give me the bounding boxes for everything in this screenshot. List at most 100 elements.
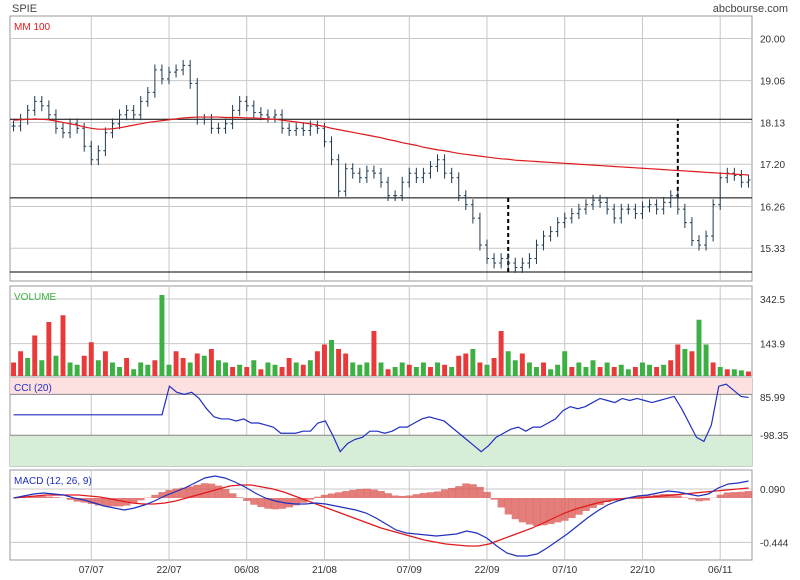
volume-bar [724,369,730,376]
volume-bar [484,364,490,376]
volume-bar [731,369,737,376]
volume-bar [166,364,172,376]
macd-histogram-bar [730,492,739,498]
macd-histogram-bar [264,498,272,509]
volume-bar [639,362,645,376]
volume-bar [548,369,554,376]
volume-bar [46,322,52,376]
volume-bar [745,371,751,376]
volume-bar [420,362,426,376]
macd-histogram-bar [377,491,385,498]
macd-histogram-bar [412,494,421,498]
volume-bar [279,367,285,376]
macd-histogram-bar [490,498,498,500]
macd-histogram-bar [356,489,364,498]
macd-histogram-bar [116,498,124,507]
volume-bar [519,353,525,376]
volume-y-tick-label: 342.5 [760,295,785,306]
x-tick-label: 07/07 [79,565,104,576]
macd-histogram-bar [292,498,301,506]
volume-bar [562,351,568,376]
macd-histogram-bar [462,483,470,498]
price-y-tick-label: 16.26 [760,202,785,213]
macd-histogram-bar [568,498,576,518]
volume-bar [703,344,709,376]
volume-bar [321,344,327,376]
macd-histogram-bar [681,497,689,498]
macd-histogram-bar [151,494,159,498]
volume-bar [336,349,342,376]
x-tick-label: 21/08 [312,565,337,576]
macd-histogram-bar [158,492,166,498]
macd-histogram-bar [504,498,513,515]
macd-line [13,475,749,557]
macd-histogram-bar [214,485,223,498]
macd-histogram-bar [66,498,74,500]
price-y-tick-label: 18.13 [760,118,785,129]
volume-bar [109,362,115,376]
macd-histogram-bar [193,484,202,498]
macd-histogram-bar [723,492,732,498]
volume-bar [343,353,349,376]
macd-histogram-bar [320,494,329,498]
macd-histogram-bar [186,486,195,498]
volume-bar [569,367,575,376]
volume-bar [74,364,80,376]
macd-histogram-bar [200,483,209,498]
volume-bar [661,364,667,376]
volume-bar [286,358,292,376]
macd-histogram-bar [518,498,527,523]
macd-histogram-bar [547,498,555,525]
macd-histogram-bar [243,498,251,501]
panel-frame-macd [9,469,753,561]
volume-bar [152,360,158,376]
volume-bar [470,349,476,376]
volume-bar [597,367,603,376]
volume-bar [583,367,589,376]
macd-histogram-bar [483,491,491,498]
volume-bar [456,355,462,376]
volume-bar [25,358,31,376]
volume-bar [18,351,24,376]
macd-histogram-bar [469,484,477,498]
volume-bar [53,355,59,376]
volume-bar [131,369,137,376]
volume-bar [215,360,221,376]
volume-bar [738,370,744,376]
macd-histogram-bar [31,495,39,498]
macd-title: MACD (12, 26, 9) [14,476,92,487]
macd-histogram-bar [222,489,230,498]
x-tick-label: 07/10 [552,565,577,576]
volume-bar [498,331,504,376]
cci-line [13,383,749,453]
macd-histogram-bar [229,493,237,498]
cci-overbought-band [10,378,752,395]
x-tick-label: 07/09 [397,565,422,576]
panel-frame-price [9,15,753,282]
macd-histogram-bar [278,498,286,509]
volume-bar [505,351,511,376]
price-y-tick-label: 20.00 [760,34,785,45]
volume-bar [696,319,702,376]
macd-histogram-bar [306,498,315,500]
ma-legend-label: MM 100 [14,22,51,33]
volume-bar [117,367,123,376]
volume-bar [187,362,193,376]
macd-histogram-bar [384,493,392,498]
source-label: abcbourse.com [712,3,788,15]
volume-bar [208,349,214,376]
macd-histogram-bar [405,495,414,498]
volume-y-tick-label: 143.9 [760,340,785,351]
macd-histogram-bar [426,492,435,498]
panel-frame-volume [9,285,753,377]
macd-histogram-bar [532,498,541,527]
macd-histogram-bar [52,497,60,498]
volume-bar [39,360,45,376]
macd-histogram-bar [342,491,350,498]
volume-bar [201,355,207,376]
volume-bar [95,360,101,376]
macd-histogram-bar [328,493,336,498]
macd-histogram-bar [94,498,103,506]
macd-histogram-bar [561,498,569,521]
volume-bar [392,367,398,376]
